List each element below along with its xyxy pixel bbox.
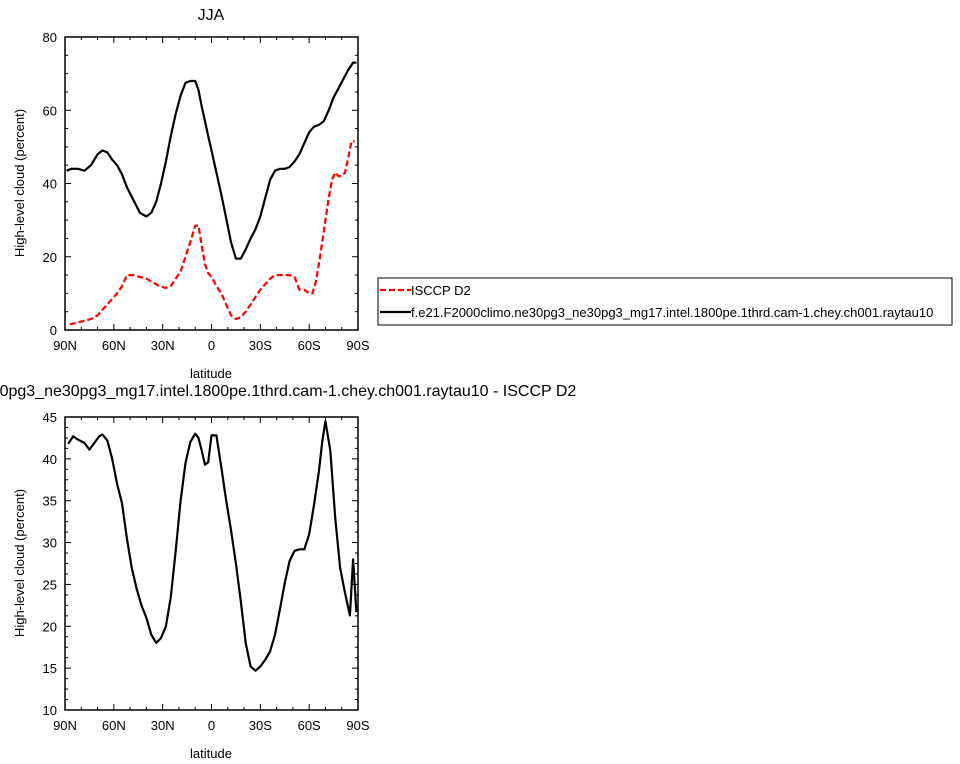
- y-tick-label: 35: [43, 494, 57, 509]
- top-x-axis-label: latitude: [190, 366, 232, 381]
- y-tick-label: 80: [43, 30, 57, 45]
- y-tick-label: 40: [43, 452, 57, 467]
- x-tick-label: 90N: [53, 718, 77, 733]
- x-tick-label: 60S: [298, 338, 321, 353]
- y-tick-label: 25: [43, 577, 57, 592]
- x-tick-label: 30S: [249, 338, 272, 353]
- y-tick-label: 45: [43, 410, 57, 425]
- top-y-axis-label: High-level cloud (percent): [12, 109, 27, 257]
- bottom-plot-frame: [64, 416, 359, 711]
- y-tick-label: 30: [43, 536, 57, 551]
- series-line-model: [67, 420, 358, 672]
- legend: ISCCP D2 f.e21.F2000climo.ne30pg3_ne30pg…: [377, 277, 953, 326]
- top-axis-ticks: 90N 60N 30N 0 30S 60S 90S 0 20 40 60 80: [43, 30, 370, 353]
- bottom-chart-title: f.e21.F2000climo.ne30pg3_ne30pg3_mg17.in…: [0, 383, 576, 400]
- x-tick-label: 60N: [102, 718, 126, 733]
- y-tick-label: 40: [43, 177, 57, 192]
- bottom-x-axis-label: latitude: [190, 746, 232, 761]
- y-tick-label: 0: [50, 323, 57, 338]
- series-line-isccp: [69, 140, 355, 326]
- y-tick-label: 15: [43, 661, 57, 676]
- top-panel: JJA 90N 60N 30N 0 30S 60S 90S 0 20 40 60 80 latitud…: [12, 7, 370, 381]
- x-tick-label: 0: [208, 338, 215, 353]
- x-tick-label: 30N: [151, 338, 175, 353]
- top-plot-frame: [64, 36, 359, 331]
- x-tick-label: 30N: [151, 718, 175, 733]
- x-tick-label: 90N: [53, 338, 77, 353]
- legend-box: [377, 277, 953, 326]
- x-tick-label: 90S: [346, 338, 369, 353]
- x-tick-label: 0: [208, 718, 215, 733]
- legend-label-model: f.e21.F2000climo.ne30pg3_ne30pg3_mg17.in…: [411, 305, 933, 320]
- y-tick-label: 20: [43, 619, 57, 634]
- x-tick-label: 60N: [102, 338, 126, 353]
- bottom-panel: f.e21.F2000climo.ne30pg3_ne30pg3_mg17.in…: [0, 383, 576, 761]
- y-tick-label: 10: [43, 703, 57, 718]
- x-tick-label: 30S: [249, 718, 272, 733]
- x-tick-label: 90S: [346, 718, 369, 733]
- y-tick-label: 20: [43, 250, 57, 265]
- series-line-model: [66, 61, 357, 260]
- y-tick-label: 60: [43, 103, 57, 118]
- x-tick-label: 60S: [298, 718, 321, 733]
- legend-label-isccp: ISCCP D2: [411, 283, 471, 298]
- top-chart-title: JJA: [198, 7, 225, 24]
- bottom-y-axis-label: High-level cloud (percent): [12, 489, 27, 637]
